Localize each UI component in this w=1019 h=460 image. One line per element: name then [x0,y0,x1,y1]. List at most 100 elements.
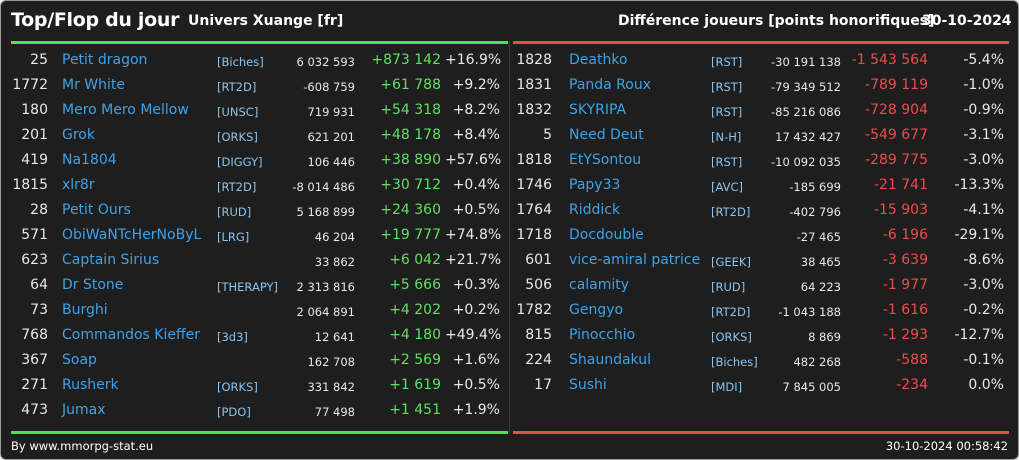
alliance-tag-link[interactable]: [DIGGY] [217,155,263,169]
player-name-link[interactable]: Commandos Kieffer [62,327,200,343]
percent-change: +0.5% [452,377,500,393]
player-points: 64 223 [800,280,841,294]
alliance-tag-link[interactable]: [RUD] [711,280,746,294]
percent-change: +21.7% [445,252,502,268]
loser-row: 601 vice-amiral patrice [GEEK] 38 465 -3 639… [510,248,1010,273]
player-name-link[interactable]: EtYSontou [569,152,642,168]
alliance-tag-link[interactable]: [ORKS] [217,380,258,394]
player-rank: 1772 [12,77,48,93]
player-rank: 419 [21,152,48,168]
alliance-tag-link[interactable]: [MDI] [711,380,743,394]
report-date: 30-10-2024 [922,13,1012,29]
player-name-link[interactable]: Dr Stone [62,277,124,293]
loser-row: 1718 Docdouble -27 465 -6 196 -29.1% [510,223,1010,248]
alliance-tag-link[interactable]: [Biches] [217,55,264,69]
percent-change: +16.9% [445,52,502,68]
points-difference: +19 777 [380,227,441,243]
player-name-link[interactable]: Papy33 [569,177,621,193]
player-name-link[interactable]: ObiWaNTcHerNoByL [62,227,202,243]
player-name-link[interactable]: Grok [62,127,95,143]
player-points: -79 349 512 [771,80,841,94]
alliance-tag-link[interactable]: [RST] [711,55,743,69]
player-name-link[interactable]: Burghi [62,302,108,318]
points-difference: -15 903 [873,202,928,218]
alliance-tag-link[interactable]: [ORKS] [217,130,258,144]
player-name-link[interactable]: Mr White [62,77,125,93]
player-name-link[interactable]: Riddick [569,202,621,218]
points-difference: +61 788 [380,77,441,93]
player-name-link[interactable]: Panda Roux [569,77,652,93]
player-name-link[interactable]: Rusherk [62,377,119,393]
gainer-row: 64 Dr Stone [THERAPY] 2 313 816 +5 666 +0.3% [1,273,509,298]
alliance-tag-link[interactable]: [THERAPY] [217,280,279,294]
points-difference: +873 142 [371,52,441,68]
source-credit: By www.mmorpg-stat.eu [11,439,154,453]
player-name-link[interactable]: Petit Ours [62,202,131,218]
points-difference: -234 [896,377,928,393]
points-difference: -1 977 [882,277,928,293]
alliance-tag-link[interactable]: [AVC] [711,180,744,194]
player-rank: 1782 [516,302,552,318]
column-separator [509,41,510,434]
player-rank: 1764 [516,202,552,218]
points-difference: +24 360 [380,202,441,218]
player-points: -1 043 188 [778,305,841,319]
gainer-row: 1772 Mr White [RT2D] -608 759 +61 788 +9.2% [1,73,509,98]
points-difference: -1 293 [882,327,928,343]
player-name-link[interactable]: Mero Mero Mellow [62,102,189,118]
player-name-link[interactable]: Jumax [62,402,106,418]
player-name-link[interactable]: Gengyo [569,302,624,318]
player-rank: 623 [21,252,48,268]
alliance-tag-link[interactable]: [N-H] [711,130,742,144]
server-name: Univers Xuange [fr] [188,13,344,29]
alliance-tag-link[interactable]: [RST] [711,155,743,169]
alliance-tag-link[interactable]: [Biches] [711,355,758,369]
alliance-tag-link[interactable]: [RT2D] [217,180,257,194]
percent-change: -29.1% [954,227,1004,243]
player-name-link[interactable]: Deathko [569,52,628,68]
top-losers-list: 1828 Deathko [RST] -30 191 138 -1 543 564 -5.… [510,48,1010,398]
alliance-tag-link[interactable]: [ORKS] [711,330,752,344]
player-name-link[interactable]: Soap [62,352,97,368]
alliance-tag-link[interactable]: [RUD] [217,205,252,219]
alliance-tag-link[interactable]: [RT2D] [217,80,257,94]
player-name-link[interactable]: Sushi [569,377,607,393]
alliance-tag-link[interactable]: [RT2D] [711,305,751,319]
alliance-tag-link[interactable]: [RT2D] [711,205,751,219]
player-rank: 1818 [516,152,552,168]
player-name-link[interactable]: xlr8r [62,177,95,193]
player-name-link[interactable]: Petit dragon [62,52,148,68]
player-rank: 367 [21,352,48,368]
alliance-tag-link[interactable]: [LRG] [217,230,250,244]
alliance-tag-link[interactable]: [RST] [711,105,743,119]
player-name-link[interactable]: Na1804 [62,152,117,168]
player-points: 6 032 593 [296,55,355,69]
player-name-link[interactable]: vice-amiral patrice [569,252,701,268]
player-points: -8 014 486 [292,180,355,194]
player-name-link[interactable]: Captain Sirius [62,252,160,268]
points-difference: +5 666 [389,277,441,293]
bottom-divider-red [513,431,1009,434]
alliance-tag-link[interactable]: [GEEK] [711,255,751,269]
player-name-link[interactable]: Docdouble [569,227,644,243]
points-difference: +1 619 [389,377,441,393]
player-points: 482 268 [793,355,841,369]
percent-change: +0.5% [452,202,500,218]
gainer-row: 367 Soap 162 708 +2 569 +1.6% [1,348,509,373]
alliance-tag-link[interactable]: [PDO] [217,405,251,419]
alliance-tag-link[interactable]: [3d3] [217,330,248,344]
player-name-link[interactable]: calamity [569,277,630,293]
loser-row: 815 Pinocchio [ORKS] 8 869 -1 293 -12.7% [510,323,1010,348]
percent-change: -13.3% [954,177,1004,193]
points-difference: -789 119 [865,77,928,93]
player-points: 7 845 005 [782,380,841,394]
player-rank: 1828 [516,52,552,68]
player-name-link[interactable]: Pinocchio [569,327,636,343]
percent-change: +1.9% [452,402,500,418]
player-name-link[interactable]: Shaundakul [569,352,651,368]
percent-change: -1.0% [963,77,1004,93]
player-name-link[interactable]: SKYRIPA [569,102,627,118]
alliance-tag-link[interactable]: [RST] [711,80,743,94]
alliance-tag-link[interactable]: [UNSC] [217,105,259,119]
player-name-link[interactable]: Need Deut [569,127,644,143]
